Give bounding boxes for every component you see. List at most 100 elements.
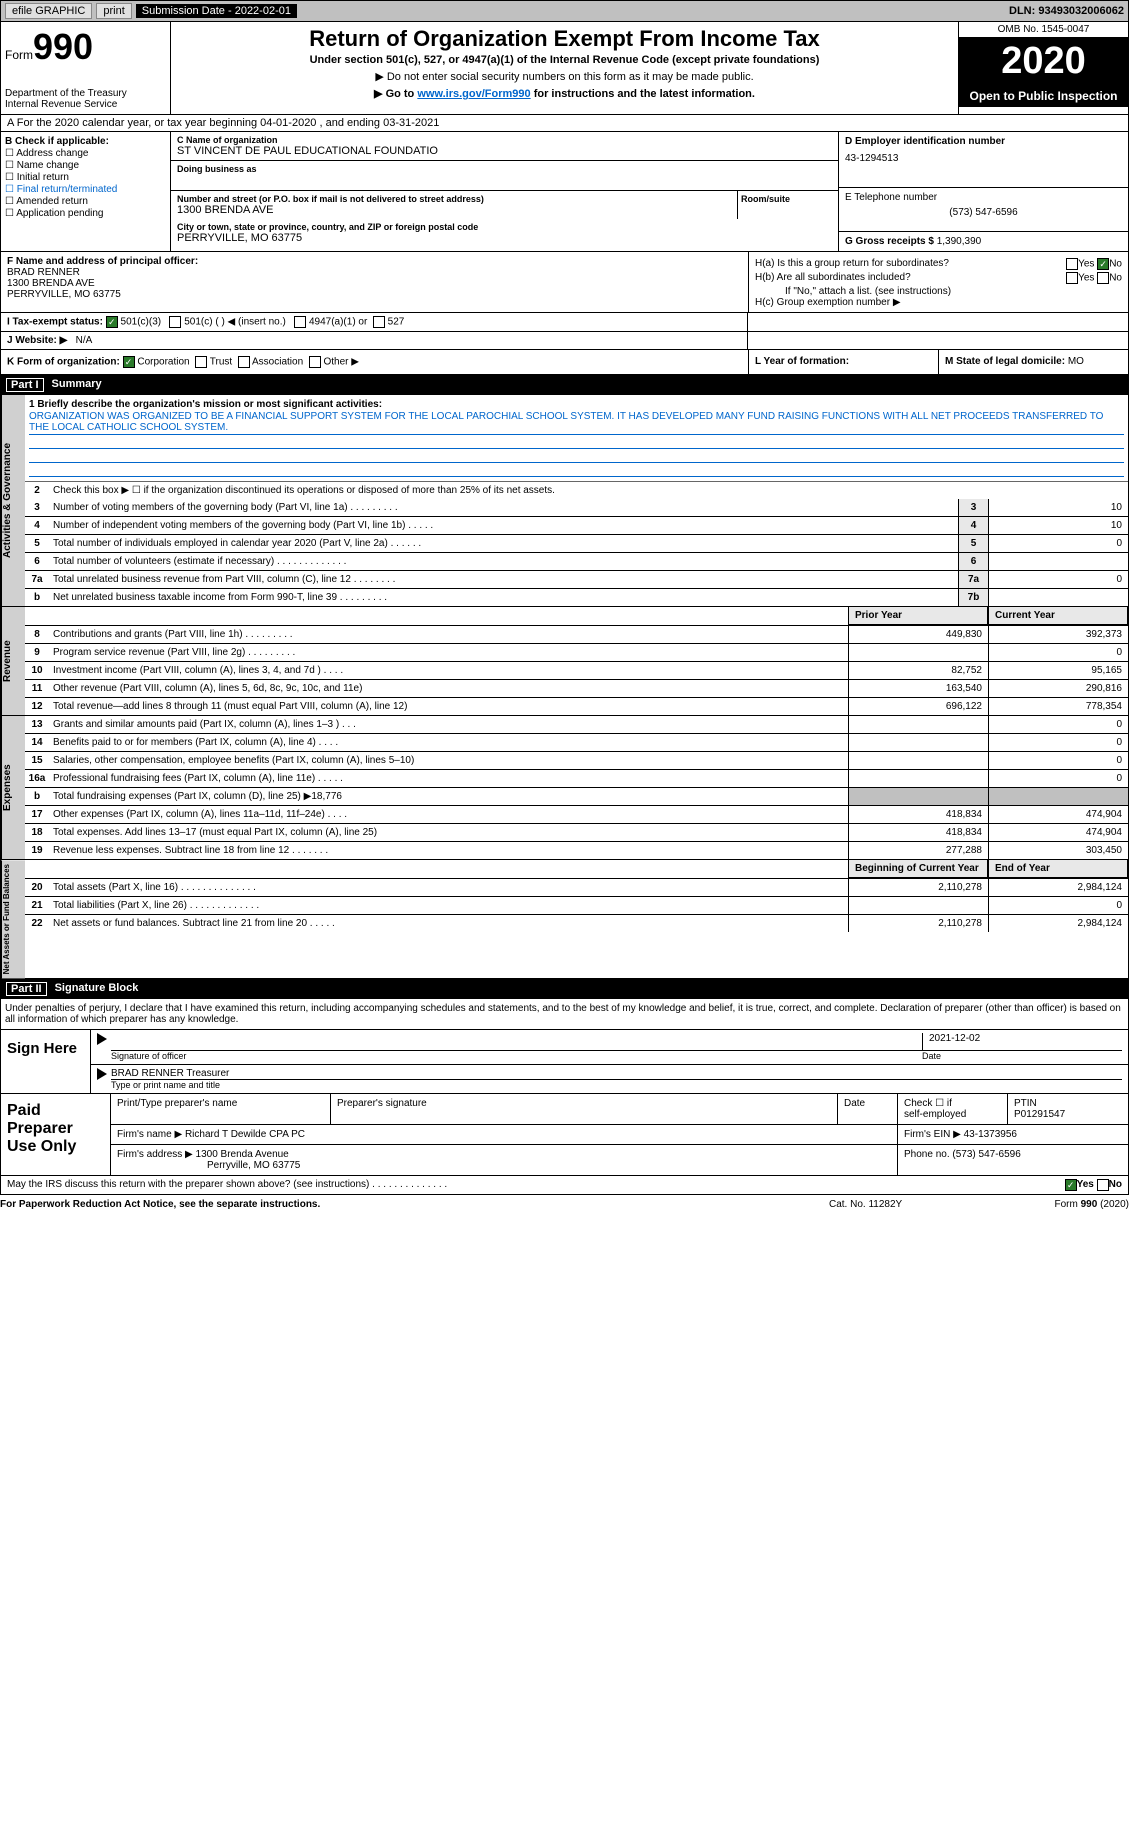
box-b: B Check if applicable: ☐ Address change … [1,132,171,251]
note2-post: for instructions and the latest informat… [531,88,755,100]
officer-label: F Name and address of principal officer: [7,256,742,267]
prior-year-hdr: Prior Year [848,607,988,625]
note-ssn: ▶ Do not enter social security numbers o… [175,70,954,83]
dln-label: DLN: [1009,5,1038,17]
ptin-value: P01291547 [1014,1109,1065,1120]
efile-button[interactable]: efile GRAPHIC [5,3,92,19]
501c3-checkbox[interactable]: ✓ [106,316,118,328]
firm-addr2: Perryville, MO 63775 [117,1160,300,1171]
state-domicile: MO [1068,356,1084,367]
cb-amended[interactable]: ☐ Amended return [5,196,166,207]
summary-row: 21Total liabilities (Part X, line 26) . … [25,897,1128,915]
section-bcdeg: B Check if applicable: ☐ Address change … [0,132,1129,252]
sig-officer-label: Signature of officer [111,1051,922,1061]
hb-yes-checkbox[interactable] [1066,272,1078,284]
form-org-label: K Form of organization: [7,357,120,368]
other-checkbox[interactable] [309,356,321,368]
summary-row: 15Salaries, other compensation, employee… [25,752,1128,770]
corp-checkbox[interactable]: ✓ [123,356,135,368]
cb-application[interactable]: ☐ Application pending [5,208,166,219]
o-527: 527 [388,317,405,328]
o-assoc: Association [252,357,303,368]
summary-row: 17Other expenses (Part IX, column (A), l… [25,806,1128,824]
org-name: ST VINCENT DE PAUL EDUCATIONAL FOUNDATIO [177,145,832,157]
department: Department of the Treasury Internal Reve… [5,88,166,110]
part2-num: Part II [6,982,47,996]
discuss-yes-checkbox[interactable]: ✓ [1065,1179,1077,1191]
cb-address-change[interactable]: ☐ Address change [5,148,166,159]
cb-lbl: Application pending [16,208,103,219]
preparer-block: Paid Preparer Use Only Print/Type prepar… [0,1094,1129,1176]
ha-yes-checkbox[interactable] [1066,258,1078,270]
part1-header: Part I Summary [0,375,1129,395]
summary-row: 8Contributions and grants (Part VIII, li… [25,626,1128,644]
firm-addr1: 1300 Brenda Avenue [196,1149,289,1160]
subdate-value: 2022-02-01 [235,5,291,17]
gross-value: 1,390,390 [937,236,982,247]
box-c: C Name of organization ST VINCENT DE PAU… [171,132,838,251]
summary-row: 3Number of voting members of the governi… [25,499,1128,517]
discuss-no-checkbox[interactable] [1097,1179,1109,1191]
summary-row: 4Number of independent voting members of… [25,517,1128,535]
cb-name-change[interactable]: ☐ Name change [5,160,166,171]
ein-value: 43-1294513 [845,153,1122,164]
ha-no-checkbox[interactable]: ✓ [1097,258,1109,270]
4947-checkbox[interactable] [294,316,306,328]
prep-date-hdr: Date [838,1094,898,1124]
mission-blank1 [29,435,1124,449]
mission-block: 1 Briefly describe the organization's mi… [25,395,1128,482]
omb-number: OMB No. 1545-0047 [959,22,1128,38]
net-assets-section: Net Assets or Fund Balances Beginning of… [0,860,1129,979]
part2-header: Part II Signature Block [0,979,1129,999]
header-right: OMB No. 1545-0047 2020 Open to Public In… [958,22,1128,114]
firm-addr-label: Firm's address ▶ [117,1149,193,1160]
cb-lbl: Name change [17,160,79,171]
net-side-label: Net Assets or Fund Balances [1,860,25,978]
summary-row: 9Program service revenue (Part VIII, lin… [25,644,1128,662]
self-emp-b: self-employed [904,1109,966,1120]
sign-here-block: Sign Here 2021-12-02 Signature of office… [0,1030,1129,1094]
open-public: Open to Public Inspection [959,85,1128,107]
trust-checkbox[interactable] [195,356,207,368]
part1-title: Summary [52,378,102,392]
assoc-checkbox[interactable] [238,356,250,368]
ptin-label: PTIN [1014,1098,1037,1109]
hb-no-checkbox[interactable] [1097,272,1109,284]
firm-phone-label: Phone no. [904,1149,950,1160]
room-label: Room/suite [741,194,835,204]
officer-addr2: PERRYVILLE, MO 63775 [7,289,742,300]
summary-row: 7aTotal unrelated business revenue from … [25,571,1128,589]
cb-initial-return[interactable]: ☐ Initial return [5,172,166,183]
summary-row: 10Investment income (Part VIII, column (… [25,662,1128,680]
o-other: Other ▶ [323,357,358,368]
irs-link[interactable]: www.irs.gov/Form990 [417,88,530,100]
print-button[interactable]: print [96,3,131,19]
summary-row: 14Benefits paid to or for members (Part … [25,734,1128,752]
o-501c3: 501(c)(3) [121,317,162,328]
prep-sig-hdr: Preparer's signature [331,1094,838,1124]
summary-row: 22Net assets or fund balances. Subtract … [25,915,1128,932]
officer-print-name: BRAD RENNER Treasurer [111,1068,1122,1080]
summary-row: bNet unrelated business taxable income f… [25,589,1128,606]
paperwork-footer: For Paperwork Reduction Act Notice, see … [0,1195,1129,1214]
527-checkbox[interactable] [373,316,385,328]
o-4947: 4947(a)(1) or [309,317,367,328]
sign-here-label: Sign Here [1,1030,91,1093]
box-deg: D Employer identification number 43-1294… [838,132,1128,251]
o-corp: Corporation [137,357,189,368]
hc-label: H(c) Group exemption number ▶ [755,297,1122,308]
sig-date-label: Date [922,1051,1122,1061]
summary-row: 19Revenue less expenses. Subtract line 1… [25,842,1128,859]
firm-ein: 43-1373956 [964,1129,1017,1140]
501c-checkbox[interactable] [169,316,181,328]
o-trust: Trust [210,357,232,368]
subdate-label: Submission Date - [142,5,235,17]
street-address: 1300 BRENDA AVE [177,204,731,216]
row-a-tax-year: A For the 2020 calendar year, or tax yea… [0,115,1129,132]
expenses-section: Expenses 13Grants and similar amounts pa… [0,716,1129,860]
summary-row: 11Other revenue (Part VIII, column (A), … [25,680,1128,698]
prep-name-hdr: Print/Type preparer's name [111,1094,331,1124]
penalty-text: Under penalties of perjury, I declare th… [0,999,1129,1030]
cb-final-return[interactable]: ☐ Final return/terminated [5,184,166,195]
tax-year: 2020 [959,38,1128,85]
